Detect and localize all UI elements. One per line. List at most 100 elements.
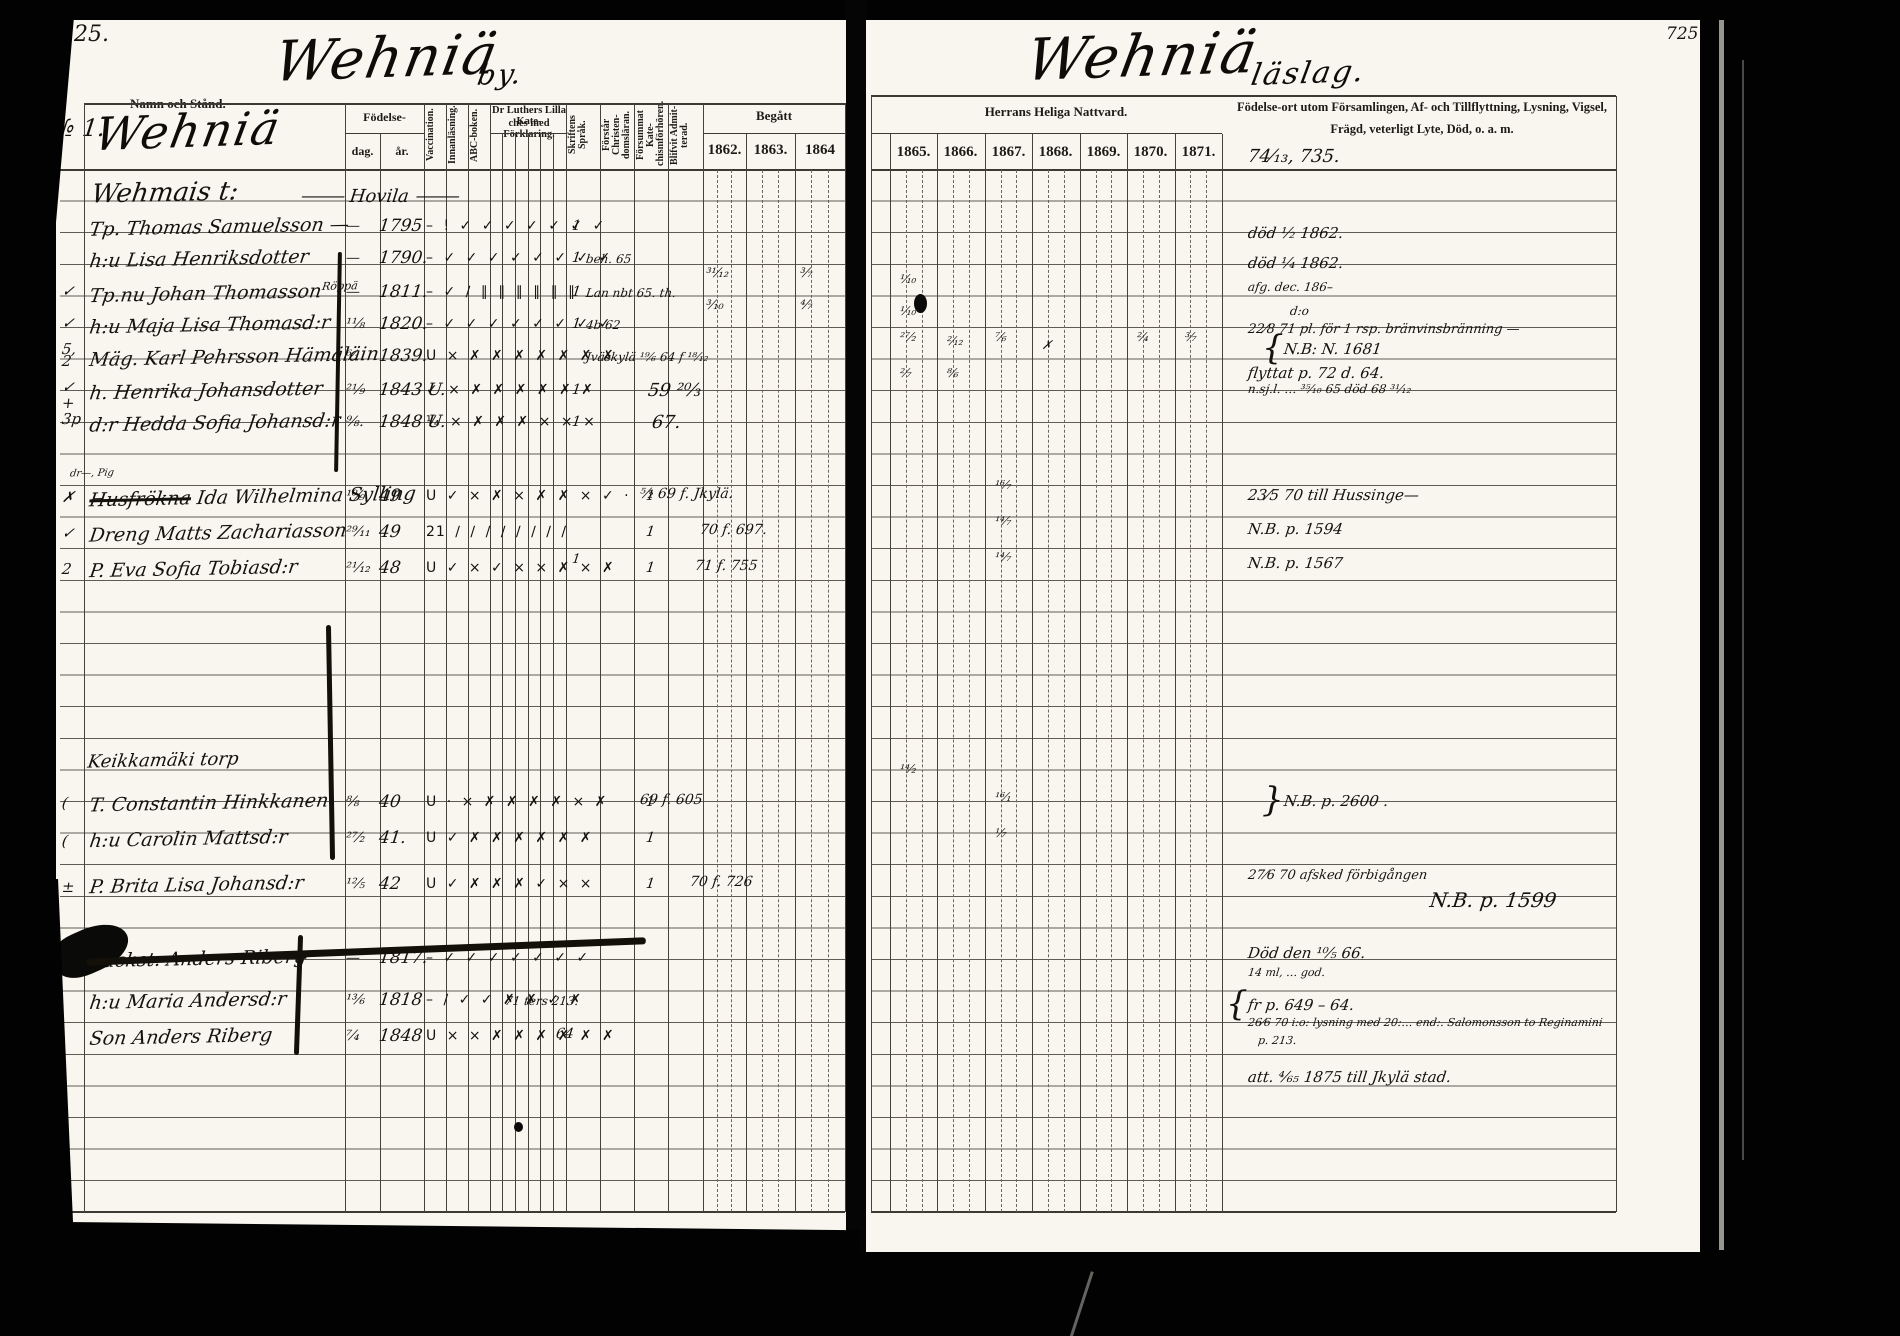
birth-year: 48 bbox=[377, 558, 402, 578]
col-skriftens-sprak: Skriftens Språk. bbox=[567, 115, 588, 155]
exam-marks: – ! ✓ ✓ ✓ ✓ ✓ ✓ ✓ bbox=[426, 218, 606, 234]
col-innanlasning: Innanläsning. bbox=[447, 105, 458, 165]
col-vaccination: Vaccination. bbox=[425, 108, 436, 162]
left-page-title: Wehniä bbox=[269, 22, 505, 95]
marginal-note: död ¹⁄₄ 1862. bbox=[1246, 254, 1345, 272]
exam-marks: – ✓ ∕ ∥ ∥ ∥ ∥ ∥ ∥ bbox=[426, 284, 577, 300]
stray-mark: ³¹⁄₁₂ bbox=[705, 266, 730, 281]
nattvard-mark: ⁷⁄₆ bbox=[994, 330, 1008, 344]
subcolumn-line bbox=[1096, 170, 1097, 1212]
ink-blot bbox=[914, 294, 927, 313]
name-text: P. Eva Sofia Tobiasd:r bbox=[88, 555, 299, 583]
col-kateches-line2: ches med Förklaring. bbox=[503, 118, 555, 140]
exam-marks: U ✓ ✗ ✗ ✗ ✗ ✗ ✗ bbox=[426, 830, 593, 846]
year-label: 1868. bbox=[1038, 144, 1073, 160]
birth-day: ²⁹⁄₁₁ bbox=[345, 524, 372, 540]
note-brace: } bbox=[1262, 780, 1284, 820]
film-edge bbox=[0, 1252, 1900, 1336]
name-text: h:u Carolin Mattsd:r bbox=[88, 825, 290, 853]
communion-note: ⁵⁄₂ 69 f. Jkylä. bbox=[639, 486, 735, 502]
marginal-note: fr p. 649 – 64. bbox=[1246, 996, 1356, 1014]
nattvard-mark: ³⁄₇ bbox=[1184, 330, 1198, 344]
right-page-number: 725. bbox=[1666, 24, 1704, 44]
nattvard-mark: ²⁷⁄₂ bbox=[899, 330, 918, 344]
person-name: h:u Carolin Mattsd:r bbox=[88, 826, 289, 852]
right-page-title: Wehniä bbox=[1021, 18, 1264, 94]
communion-note: 69 f. 605 bbox=[639, 792, 704, 808]
marginal-note: N.B. p. 1599 bbox=[1428, 888, 1558, 912]
birth-day: ¹²⁄₅ bbox=[345, 876, 367, 892]
communion-note: 70 f. 726 bbox=[689, 874, 754, 890]
subcolumn-line bbox=[731, 170, 732, 1212]
birth-year: 1848 bbox=[377, 1026, 424, 1046]
subcolumn-line bbox=[778, 170, 779, 1212]
nattvard-mark: ¹⁴⁄₇ bbox=[994, 514, 1013, 528]
left-page-title-suffix: by. bbox=[474, 57, 527, 92]
exam-marks: U ✓ × ✗ × ✗ ✗ × ✓ · bbox=[426, 488, 630, 504]
marginal-note: N.B. p. 1594 bbox=[1246, 520, 1344, 538]
marginal-note: N.B: N. 1681 bbox=[1282, 340, 1383, 358]
col-forstar-christendomslaran: Förstår Christen-domsläran. bbox=[601, 110, 632, 160]
notes-header-1: Födelse-ort utom Församlingen, Af- och T… bbox=[1236, 100, 1608, 114]
exam-marks: U · × ✗ ✗ ✗ ✗ × ✗ bbox=[426, 794, 608, 810]
ink-dot bbox=[514, 1122, 523, 1132]
birth-day: ²¹⁄₁₂ bbox=[345, 560, 372, 576]
marginal-note: n.sj.l. … ³⁵⁄₁₀ 65 död 68 ³¹⁄₁₂ bbox=[1247, 382, 1413, 396]
marginal-note: 14 ml, … god. bbox=[1247, 966, 1326, 979]
person-name: dr—, Pig bbox=[69, 468, 115, 480]
col-kateches-line1: Dr Luthers Lilla Kate- bbox=[492, 105, 566, 127]
column-line bbox=[446, 103, 447, 1212]
birth-day: ¹¹⁄₈ bbox=[345, 316, 367, 332]
film-scratch bbox=[1742, 60, 1744, 1160]
margin-mark: 3p bbox=[60, 410, 83, 428]
column-line bbox=[424, 103, 425, 1212]
exam-marks: – ✓ ✓ ✓ ✓ ✓ ✓ ✓ ✓ bbox=[426, 250, 612, 266]
margin-mark: ✓ bbox=[60, 282, 76, 300]
column-line bbox=[600, 103, 601, 1212]
column-line bbox=[502, 134, 503, 1212]
col-ar: år. bbox=[395, 144, 409, 158]
column-line bbox=[795, 134, 796, 1212]
birth-year: 1820. bbox=[377, 314, 429, 334]
column-line bbox=[890, 134, 891, 1212]
year-label: 1867. bbox=[991, 144, 1026, 160]
marginal-note: död ¹⁄₂ 1862. bbox=[1246, 224, 1345, 242]
birth-day: ¹³⁄₆ bbox=[345, 992, 367, 1008]
column-line bbox=[845, 103, 846, 1212]
notes-header-2: Frägd, veterligt Lyte, Död, o. a. m. bbox=[1330, 122, 1514, 136]
name-text: dr—, Pig bbox=[69, 467, 115, 480]
col-begatt: Begått bbox=[755, 108, 793, 123]
birth-day: ¹⁰⁄₉ bbox=[345, 488, 367, 504]
right-page-title-suffix: läslag. bbox=[1248, 54, 1369, 93]
name-text: h:u Lisa Henriksdotter bbox=[88, 245, 311, 273]
marginal-note: N.B. p. 1567 bbox=[1246, 554, 1344, 572]
column-line bbox=[490, 103, 491, 1212]
birth-year: 1839. bbox=[377, 346, 429, 366]
year-label: 1866. bbox=[943, 144, 978, 160]
exam-marks: ✓ × ✗ ✗ ✗ ✗ ✗ ✗ bbox=[426, 382, 594, 398]
marginal-note: afg. dec. 186– bbox=[1247, 280, 1334, 294]
nattvard-mark: ✗ bbox=[1041, 338, 1053, 352]
column-line bbox=[1222, 134, 1223, 1212]
column-line bbox=[380, 134, 381, 1212]
border-line bbox=[871, 95, 1616, 97]
column-line bbox=[553, 134, 554, 1212]
border-line bbox=[84, 103, 845, 105]
exam-marks: – ✓ ✓ ✓ ✓ ✓ ✓ ✓ ✓ bbox=[426, 316, 612, 332]
person-name: Wehmais t: bbox=[90, 176, 241, 209]
nattvard-mark: ¹⁄₁₀ bbox=[899, 272, 918, 286]
section-continuation: ⸻ Hovila ⸻ bbox=[298, 186, 461, 207]
column-line bbox=[1616, 96, 1617, 1212]
birth-year: 1811. bbox=[377, 282, 429, 302]
birth-year: 1843 U. bbox=[377, 380, 448, 400]
year-label: 1864 bbox=[805, 142, 835, 158]
margin-mark: ✗ bbox=[60, 488, 76, 506]
nattvard-mark: ¹⁴⁄₂ bbox=[899, 762, 918, 776]
column-line bbox=[468, 103, 469, 1212]
name-text: Keikkamäki torp bbox=[86, 748, 240, 773]
border-line bbox=[871, 169, 1616, 171]
exam-marks: U × ✗ ✗ ✗ ✗ ✗ ✗ ✗ bbox=[426, 348, 615, 364]
column-line bbox=[566, 103, 567, 1212]
exam-marks: U × × ✗ ✗ ✗ ✗ ✗ ✗ bbox=[426, 1028, 615, 1044]
column-line bbox=[703, 103, 704, 1212]
